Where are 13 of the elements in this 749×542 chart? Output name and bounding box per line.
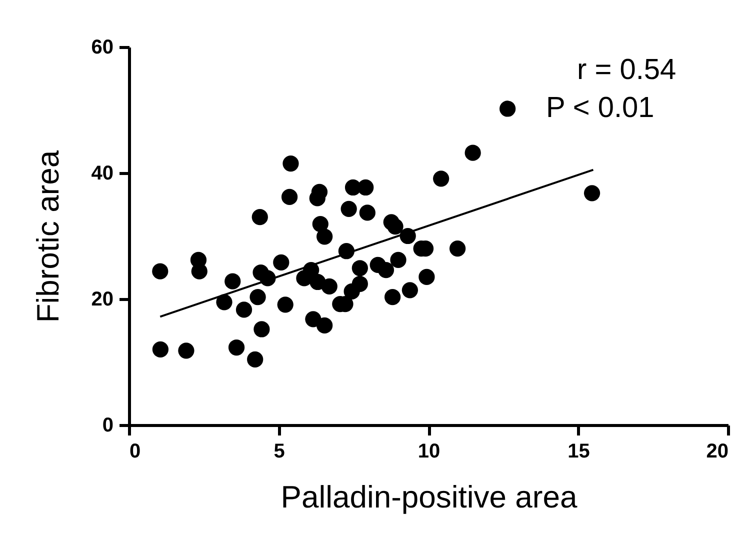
x-tick-label: 5	[274, 440, 285, 462]
annotation: r = 0.54	[577, 54, 676, 86]
x-tick-label: 0	[130, 440, 141, 462]
y-tick-label: 20	[91, 288, 114, 310]
annotation: P < 0.01	[546, 92, 654, 124]
x-tick-label: 20	[706, 440, 728, 462]
x-tick-label: 15	[568, 440, 590, 462]
x-axis-title: Palladin-positive area	[280, 480, 578, 514]
x-tick-label: 10	[418, 440, 440, 462]
y-axis-title: Fibrotic area	[30, 150, 66, 323]
y-tick-label: 40	[91, 162, 114, 184]
y-tick-label: 60	[91, 36, 114, 58]
y-tick-label: 0	[102, 414, 114, 436]
